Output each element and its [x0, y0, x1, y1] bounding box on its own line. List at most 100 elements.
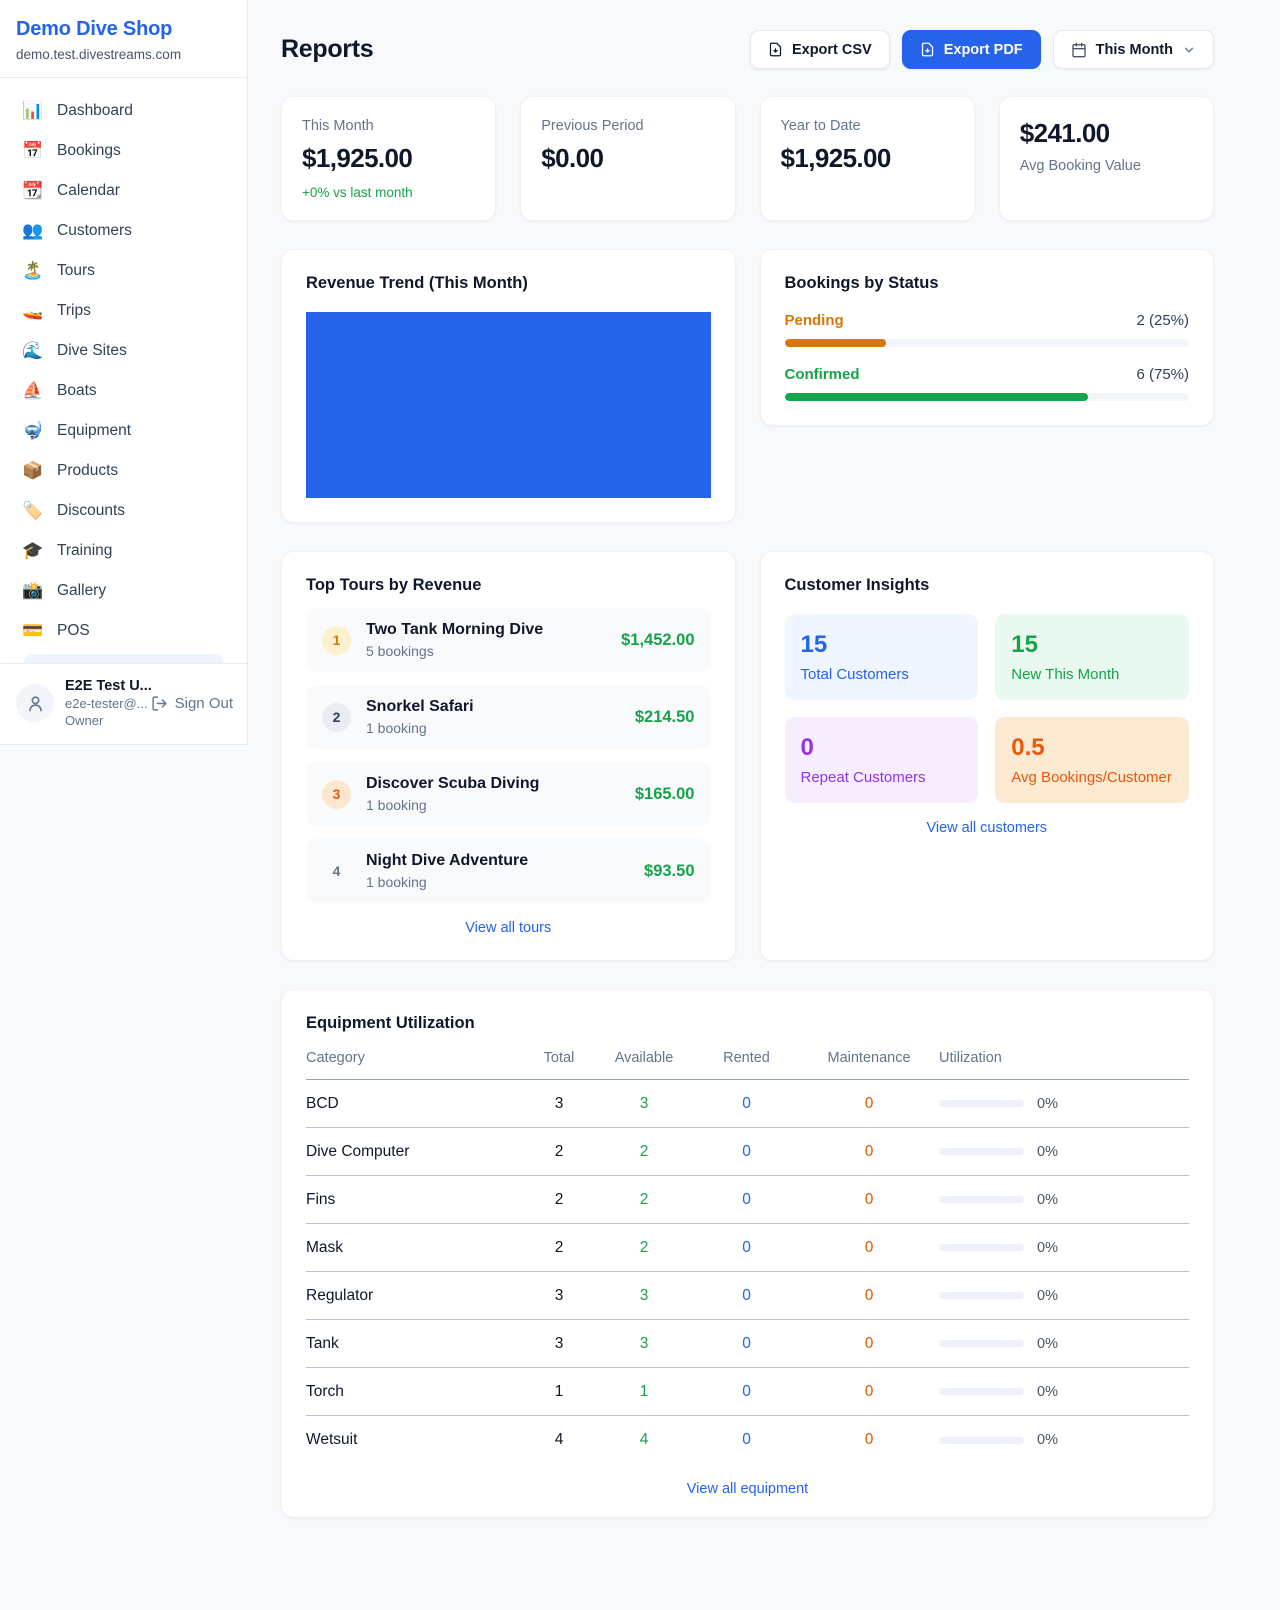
file-download-icon — [769, 42, 782, 57]
sidebar-nav-item[interactable]: 🚤 Trips — [12, 291, 235, 331]
stat-cards: This Month $1,925.00 +0% vs last month P… — [281, 96, 1214, 221]
sidebar-nav-item[interactable]: 📸 Gallery — [12, 571, 235, 611]
sidebar-nav-item[interactable]: 📅 Bookings — [12, 131, 235, 171]
sidebar-nav-item[interactable]: 💳 POS — [12, 611, 235, 651]
cell-utilization: 0% — [1037, 1095, 1058, 1112]
sidebar-nav-item[interactable]: 🌊 Dive Sites — [12, 331, 235, 371]
export-pdf-button[interactable]: Export PDF — [901, 30, 1041, 69]
cell-category: Dive Computer — [306, 1142, 410, 1160]
cell-category: Fins — [306, 1190, 336, 1208]
stat-label: Avg Booking Value — [1019, 158, 1141, 174]
cell-utilization: 0% — [1037, 1335, 1058, 1352]
revenue-trend-chart — [306, 312, 711, 498]
cell-maintenance: 0 — [864, 1238, 874, 1256]
cell-total: 3 — [554, 1094, 564, 1112]
status-value: 6 (75%) — [1136, 366, 1189, 383]
sidebar-nav-item[interactable]: 🎓 Training — [12, 531, 235, 571]
utilization-bar-track — [939, 1340, 1024, 1347]
tour-row: 4 Night Dive Adventure 1 booking $93.50 — [306, 839, 711, 903]
utilization-bar-track — [939, 1436, 1024, 1444]
stat-card-year-to-date: Year to Date $1,925.00 — [759, 96, 975, 221]
sidebar-nav: 📊 Dashboard 📅 Bookings 📆 Calendar 👥 Cust… — [0, 78, 247, 663]
cell-utilization: 0% — [1037, 1383, 1058, 1400]
sidebar-nav-item[interactable]: 📊 Dashboard — [12, 91, 235, 131]
sign-out-button[interactable]: Sign Out — [151, 695, 233, 712]
sidebar-nav-label: Products — [57, 462, 119, 479]
cell-available: 1 — [639, 1382, 649, 1400]
view-all-customers-link[interactable]: View all customers — [926, 820, 1048, 836]
status-row: Confirmed 6 (75%) — [784, 366, 1189, 401]
sidebar-nav-item[interactable]: ⛵ Boats — [12, 371, 235, 411]
bookings-by-status-title: Bookings by Status — [784, 274, 939, 292]
tours-icon: 🏝️ — [22, 261, 44, 280]
cell-utilization: 0% — [1037, 1432, 1058, 1448]
user-section: E2E Test U... e2e-tester@... Owner Sign … — [0, 663, 247, 744]
trips-icon: 🚤 — [22, 301, 44, 320]
col-utilization: Utilization — [939, 1050, 1002, 1066]
cell-maintenance: 0 — [864, 1334, 874, 1352]
sidebar-nav-label: Calendar — [57, 182, 120, 199]
stat-card-this-month: This Month $1,925.00 +0% vs last month — [281, 96, 497, 221]
user-email: e2e-tester@... — [65, 696, 148, 711]
cell-total: 1 — [554, 1382, 564, 1400]
stat-value: $0.00 — [541, 143, 604, 173]
cell-maintenance: 0 — [864, 1431, 874, 1448]
cell-maintenance: 0 — [864, 1142, 874, 1160]
sidebar-nav-item[interactable]: 🤿 Equipment — [12, 411, 235, 451]
period-label: This Month — [1095, 41, 1173, 58]
cell-rented: 0 — [742, 1094, 751, 1112]
sidebar-nav-label: Gallery — [57, 582, 107, 599]
insight-tile: 0 Repeat Customers — [784, 717, 979, 803]
sidebar-nav-label: Training — [57, 542, 113, 559]
person-icon — [28, 695, 42, 711]
cell-rented: 0 — [742, 1286, 751, 1304]
insight-value: 0.5 — [1011, 734, 1045, 761]
period-dropdown[interactable]: This Month — [1052, 30, 1214, 69]
table-row: Regulator 3 3 0 0 0% — [306, 1272, 1189, 1320]
sidebar-nav-label: Tours — [57, 262, 95, 279]
cell-total: 4 — [554, 1431, 564, 1448]
tour-name: Snorkel Safari — [366, 698, 474, 715]
sidebar: Demo Dive Shop demo.test.divestreams.com… — [0, 0, 248, 745]
sidebar-nav-item[interactable]: 📆 Calendar — [12, 171, 235, 211]
col-available: Available — [614, 1050, 674, 1066]
cell-total: 2 — [554, 1190, 564, 1208]
cell-category: Torch — [306, 1382, 344, 1400]
top-tours-card: Top Tours by Revenue 1 Two Tank Morning … — [281, 551, 736, 961]
sidebar-nav-item[interactable]: 🏷️ Discounts — [12, 491, 235, 531]
cell-category: Tank — [306, 1334, 339, 1352]
tour-name: Two Tank Morning Dive — [366, 621, 544, 638]
table-header: Category Total Available Rented Maintena… — [306, 1033, 1189, 1080]
view-all-tours-link[interactable]: View all tours — [465, 920, 552, 936]
sidebar-nav-label: Discounts — [57, 502, 126, 519]
rank-badge: 2 — [322, 702, 351, 732]
insight-value: 15 — [1011, 631, 1038, 658]
cell-available: 3 — [639, 1334, 649, 1352]
export-csv-button[interactable]: Export CSV — [749, 30, 890, 69]
page-header: Reports Export CSV Export PDF This Month — [281, 30, 1214, 69]
tour-bookings: 5 bookings — [366, 643, 434, 659]
cell-available: 2 — [639, 1190, 649, 1208]
sidebar-nav-label: POS — [57, 622, 90, 639]
view-all-equipment-link[interactable]: View all equipment — [686, 1481, 809, 1497]
sidebar-nav-item[interactable]: 👥 Customers — [12, 211, 235, 251]
avatar — [16, 684, 54, 722]
cell-total: 2 — [554, 1238, 564, 1256]
calendar-icon: 📆 — [22, 181, 44, 200]
stat-value: $1,925.00 — [780, 143, 892, 173]
sidebar-nav-item[interactable]: 📦 Products — [12, 451, 235, 491]
customers-icon: 👥 — [22, 221, 44, 240]
sidebar-nav-item[interactable]: 🏝️ Tours — [12, 251, 235, 291]
sidebar-nav-label: Dive Sites — [57, 342, 127, 359]
rank-badge: 1 — [322, 625, 351, 655]
sidebar-nav-label: Bookings — [57, 142, 121, 159]
export-csv-label: Export CSV — [791, 41, 872, 58]
table-row: Fins 2 2 0 0 0% — [306, 1176, 1189, 1224]
cell-rented: 0 — [742, 1190, 751, 1208]
cell-maintenance: 0 — [864, 1286, 874, 1304]
bookings-by-status-card: Bookings by Status Pending 2 (25%) Confi… — [759, 249, 1214, 426]
customer-insights-title: Customer Insights — [784, 576, 930, 594]
tour-bookings: 1 booking — [366, 720, 427, 736]
status-progress-track — [784, 393, 1189, 401]
col-rented: Rented — [723, 1050, 770, 1066]
